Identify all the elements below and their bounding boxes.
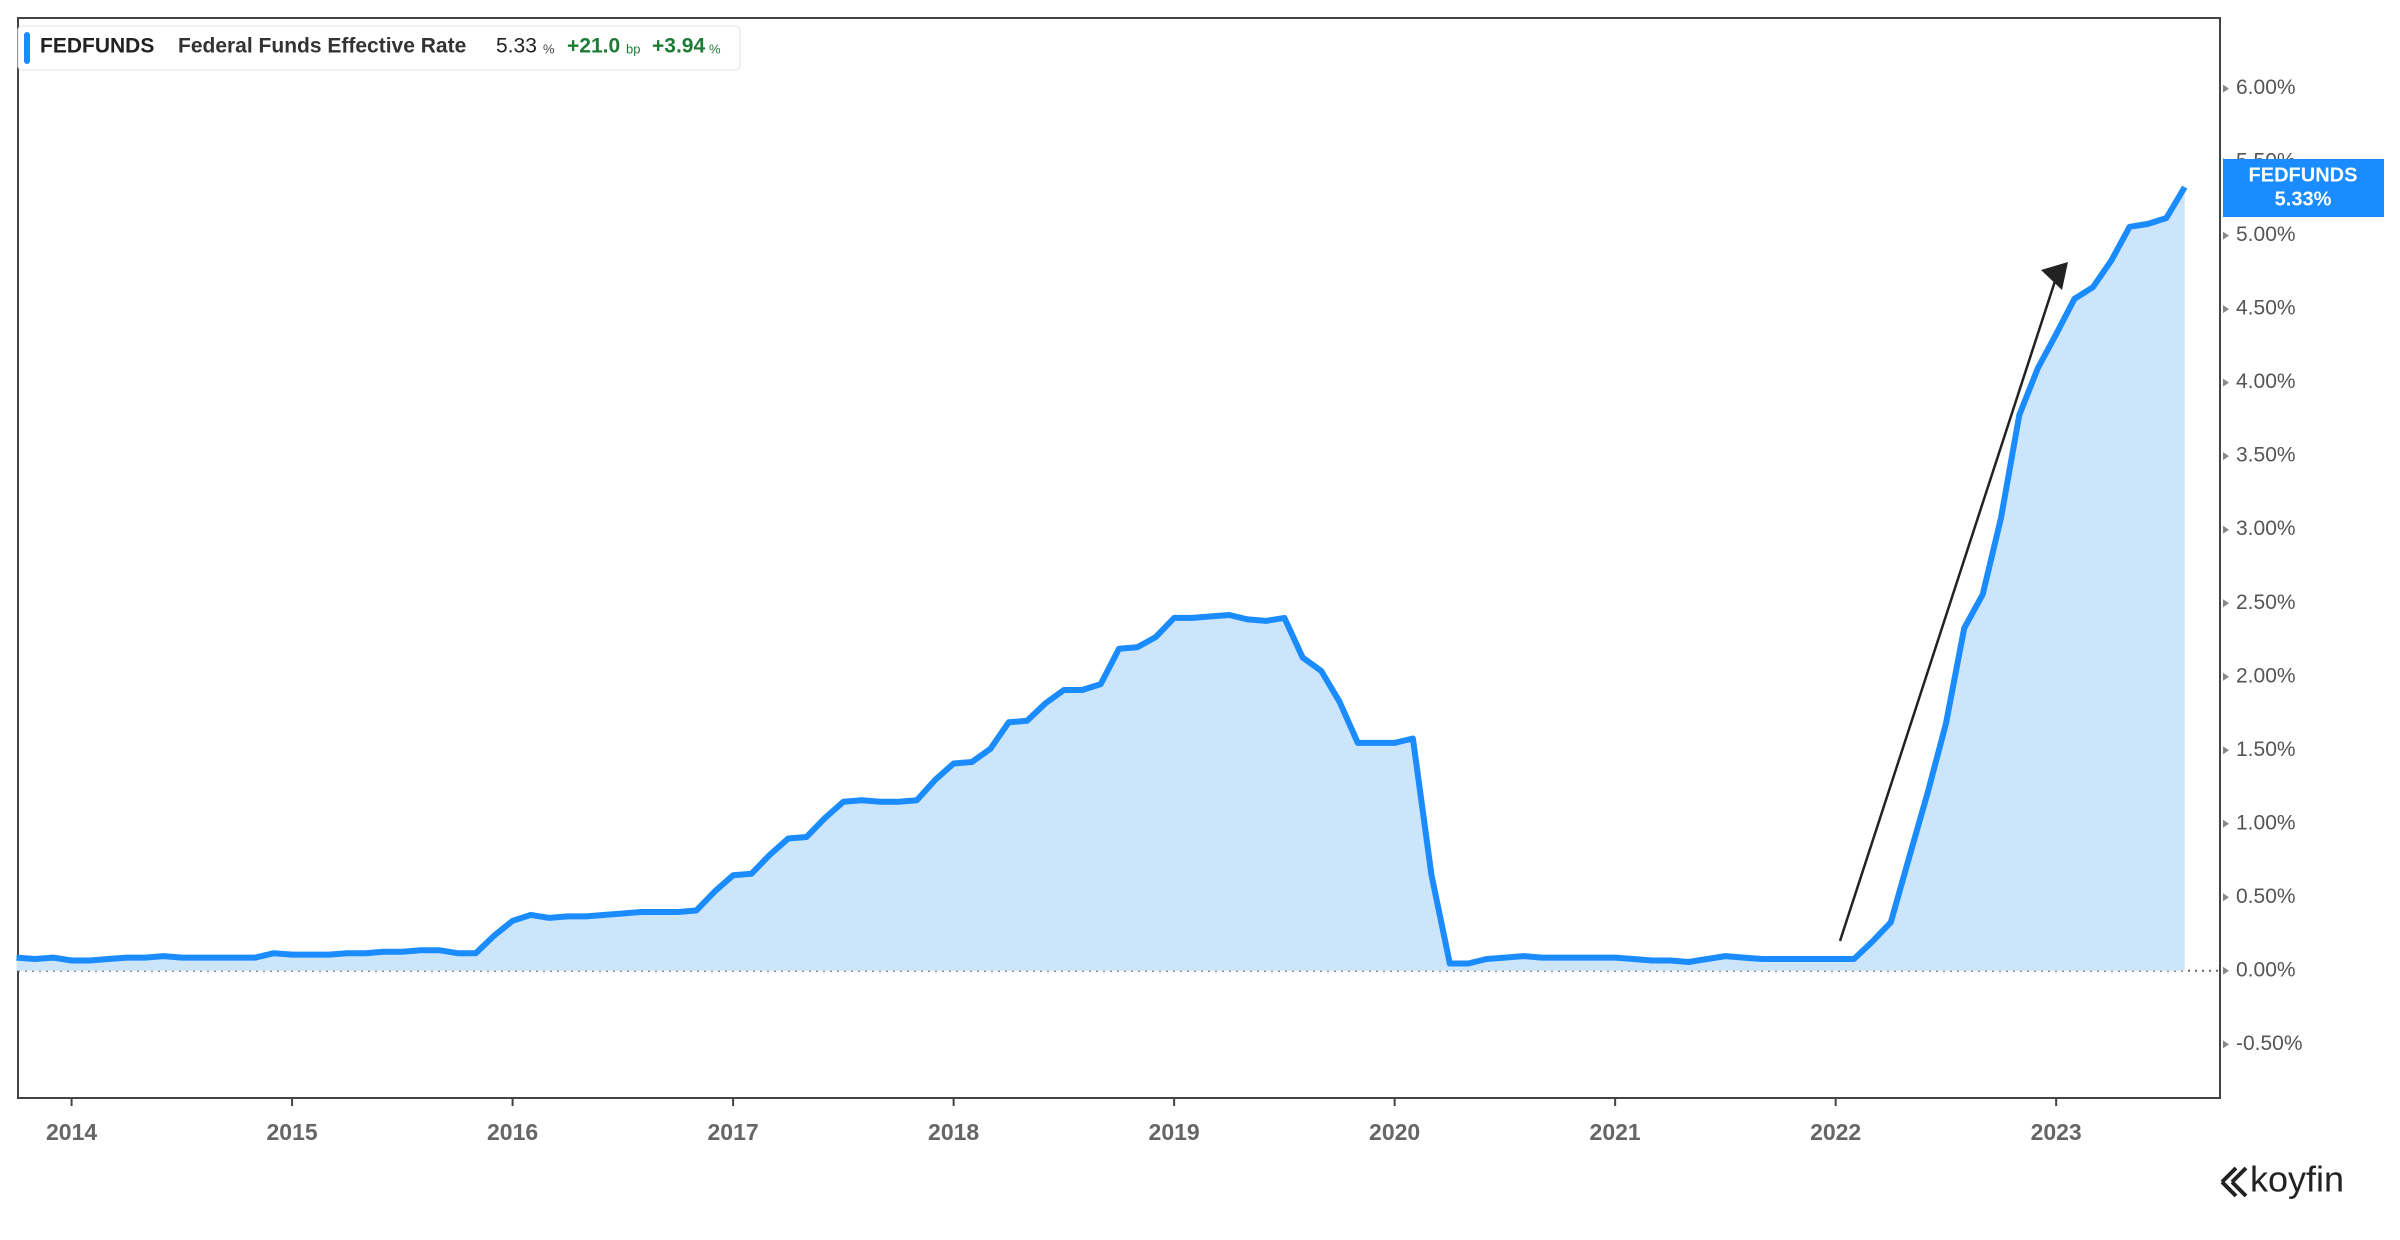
legend-change-pct: +3.94 [652,35,705,58]
x-tick-label: 2014 [46,1119,97,1145]
arrow-head [2041,262,2068,290]
y-tick-mark [2223,452,2229,461]
y-tick-mark [2223,893,2229,902]
legend-header: FEDFUNDS Federal Funds Effective Rate 5.… [17,25,741,71]
legend-swatch [24,32,30,64]
y-tick-mark [2223,1040,2229,1049]
legend-last-unit: % [543,41,555,56]
y-tick-label: 5.00% [2236,223,2296,246]
x-tick-label: 2019 [1149,1119,1200,1145]
end-tag: FEDFUNDS 5.33% [2223,159,2384,217]
y-tick-mark [2223,525,2229,534]
y-tick-mark [2223,672,2229,681]
x-tick-label: 2022 [1810,1119,1861,1145]
y-tick-mark [2223,378,2229,387]
y-tick-mark [2223,599,2229,608]
y-tick-label: 2.00% [2236,664,2296,687]
y-tick-label: 4.50% [2236,297,2296,320]
area-fill [16,187,2185,971]
legend-change-bp: +21.0 [567,35,620,58]
x-tick-label: 2016 [487,1119,538,1145]
y-tick-label: 0.50% [2236,885,2296,908]
y-tick-label: 3.50% [2236,444,2296,467]
y-tick-label: 2.50% [2236,591,2296,614]
logo-mark [2220,1166,2248,1198]
logo: koyfin [2220,1159,2344,1200]
legend-box [17,25,741,71]
y-tick-label: -0.50% [2236,1032,2303,1055]
y-tick-label: 1.00% [2236,811,2296,834]
y-tick-mark [2223,231,2229,240]
y-tick-mark [2223,819,2229,828]
x-tick-label: 2015 [267,1119,318,1145]
legend-last: 5.33 [496,35,537,58]
end-tag-value: 5.33% [2275,188,2332,210]
end-tag-box [2223,159,2384,217]
logo-text: koyfin [2250,1159,2344,1200]
y-tick-label: 4.00% [2236,370,2296,393]
y-tick-mark [2223,305,2229,314]
legend-bp-unit: bp [626,41,640,56]
legend-pct-unit: % [709,41,721,56]
y-tick-mark [2223,966,2229,975]
x-tick-label: 2023 [2031,1119,2082,1145]
line [16,185,2188,967]
legend-symbol: FEDFUNDS [40,35,154,58]
y-tick-label: 3.00% [2236,517,2296,540]
y-tick-label: 0.00% [2236,958,2296,981]
y-tick-mark [2223,746,2229,755]
x-tick-label: 2018 [928,1119,979,1145]
y-tick-label: 6.00% [2236,76,2296,99]
plot-frame [17,17,2221,1099]
x-tick-label: 2021 [1590,1119,1641,1145]
y-tick-mark [2223,84,2229,93]
plot: -0.50% 0.00% 0.50% 1.00% 1.50% 2.00% 2.50% 3.00… [16,76,2303,1145]
trend-arrow [1838,277,2058,942]
y-tick-label: 1.50% [2236,738,2296,761]
x-tick-label: 2020 [1369,1119,1420,1145]
legend-title: Federal Funds Effective Rate [178,35,466,58]
x-tick-label: 2017 [708,1119,759,1145]
end-tag-name: FEDFUNDS [2249,164,2358,186]
